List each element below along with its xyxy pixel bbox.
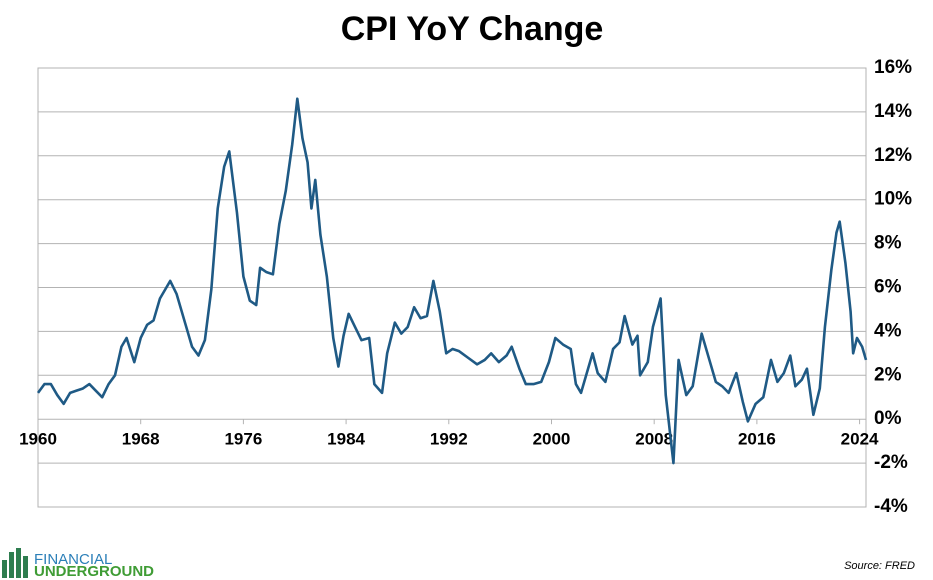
series-line — [36, 97, 868, 465]
y-tick-label: 12% — [874, 145, 912, 166]
y-tick-label: 0% — [874, 408, 902, 429]
x-tick-label: 1968 — [122, 430, 160, 449]
x-tick-label: 2024 — [841, 430, 879, 449]
y-tick-label: 14% — [874, 101, 912, 122]
x-tick-label: 1960 — [19, 430, 57, 449]
logo-bar — [23, 556, 28, 578]
chart-title: CPI YoY Change — [341, 10, 604, 48]
logo-text: UNDERGROUND — [34, 563, 154, 580]
source: Source: FRED — [844, 560, 915, 572]
y-tick-label: 10% — [874, 189, 912, 210]
logo-bar — [2, 560, 7, 578]
x-tick-label: 2000 — [533, 430, 571, 449]
y-tick-label: 4% — [874, 320, 902, 341]
y-tick-label: 2% — [874, 364, 902, 385]
logo-bar — [16, 548, 21, 578]
x-tick-label: 1976 — [224, 430, 262, 449]
y-tick-label: -4% — [874, 496, 908, 517]
y-tick-label: 16% — [874, 57, 912, 78]
x-tick-label: 2008 — [635, 430, 673, 449]
y-tick-label: 8% — [874, 233, 902, 254]
y-tick-label: -2% — [874, 452, 908, 473]
logo-bar — [9, 552, 14, 578]
logo-text: FINANCIAL — [34, 551, 112, 568]
x-tick-label: 1984 — [327, 430, 365, 449]
x-tick-label: 2016 — [738, 430, 776, 449]
x-tick-label: 1992 — [430, 430, 468, 449]
logo: FINANCIAL UNDERGROUND — [2, 548, 154, 580]
y-tick-label: 6% — [874, 277, 902, 298]
